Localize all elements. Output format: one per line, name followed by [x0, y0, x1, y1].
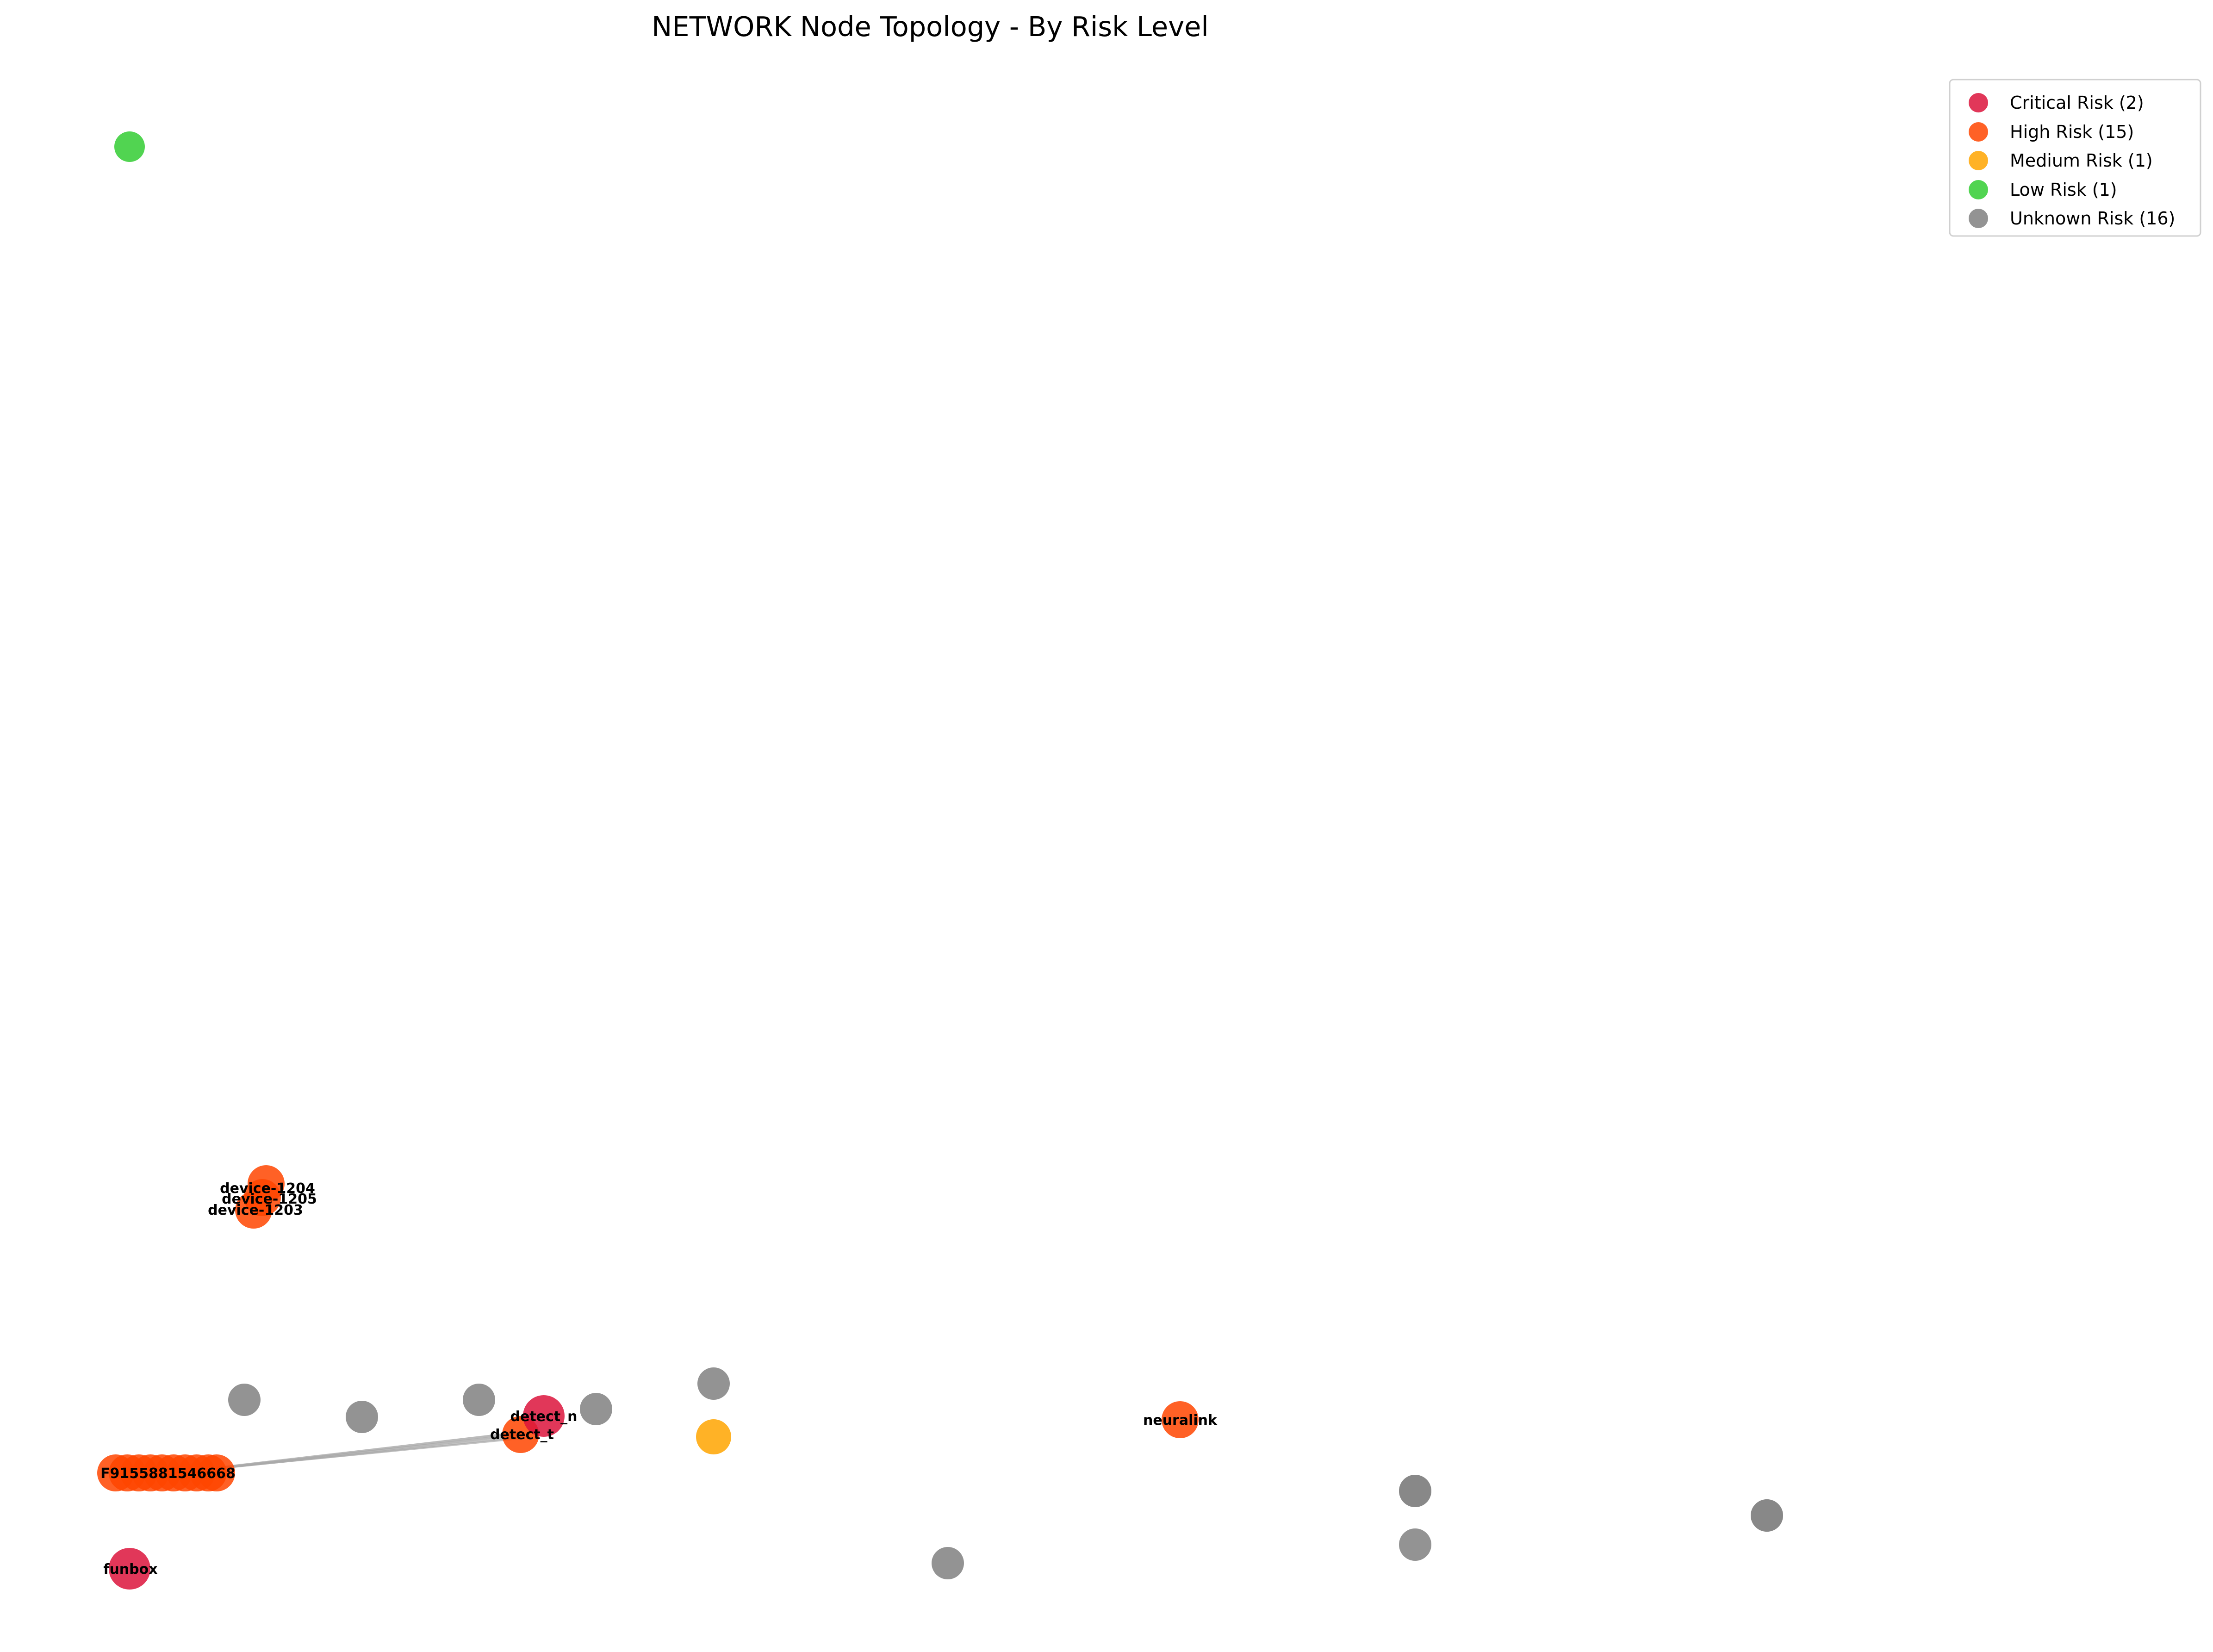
label-device-1203: device-1203 — [208, 1202, 303, 1218]
legend-marker-high — [1969, 122, 1988, 142]
label-funbox: funbox — [103, 1561, 157, 1577]
node-unknown[interactable] — [463, 1384, 495, 1416]
legend-marker-low — [1969, 180, 1988, 199]
node-unknown[interactable] — [346, 1401, 378, 1433]
legend-marker-critical — [1969, 93, 1988, 112]
node-medium-risk[interactable] — [696, 1419, 731, 1454]
figure-title: NETWORK Node Topology - By Risk Level — [652, 11, 1209, 43]
node-labels: device-1204 device-1205 device-1203 dete… — [100, 1180, 1218, 1577]
legend-item-critical: Critical Risk (2) — [1969, 93, 2144, 113]
label-detect-t: detect_t — [490, 1427, 554, 1443]
node-cluster[interactable] — [198, 1454, 235, 1491]
legend-label-low: Low Risk (1) — [2010, 180, 2117, 200]
legend-item-unknown: Unknown Risk (16) — [1969, 208, 2175, 229]
legend-item-medium: Medium Risk (1) — [1969, 150, 2153, 171]
legend-marker-unknown — [1969, 209, 1988, 228]
legend: Critical Risk (2) High Risk (15) Medium … — [1949, 79, 2201, 237]
legend-label-unknown: Unknown Risk (16) — [2010, 208, 2175, 229]
node-neuralink[interactable] — [1162, 1401, 1199, 1438]
legend-label-critical: Critical Risk (2) — [2010, 93, 2144, 113]
label-device-1205: device-1205 — [222, 1191, 317, 1207]
unknown-risk-nodes — [228, 1367, 1783, 1579]
node-detect-n[interactable] — [523, 1395, 565, 1437]
label-detect-n: detect_n — [510, 1409, 578, 1425]
node-unknown[interactable] — [1751, 1499, 1783, 1532]
node-unknown[interactable] — [1399, 1528, 1431, 1561]
label-neuralink: neuralink — [1143, 1412, 1218, 1428]
node-unknown[interactable] — [228, 1384, 261, 1416]
node-unknown[interactable] — [580, 1393, 612, 1425]
legend-box — [1949, 79, 2201, 237]
high-risk-nodes — [97, 1165, 1199, 1491]
legend-item-high: High Risk (15) — [1969, 122, 2134, 142]
node-low-risk[interactable] — [114, 131, 145, 162]
label-cluster: F9155881546668 — [100, 1466, 236, 1482]
node-unknown[interactable] — [697, 1367, 730, 1400]
legend-label-medium: Medium Risk (1) — [2010, 150, 2153, 171]
node-unknown[interactable] — [932, 1547, 964, 1579]
node-device-1203[interactable] — [235, 1192, 272, 1229]
legend-label-high: High Risk (15) — [2010, 122, 2134, 142]
label-device-1204: device-1204 — [220, 1180, 315, 1197]
legend-marker-medium — [1969, 151, 1988, 170]
legend-item-low: Low Risk (1) — [1969, 180, 2117, 200]
node-funbox[interactable] — [109, 1548, 150, 1590]
node-unknown[interactable] — [1399, 1475, 1431, 1507]
